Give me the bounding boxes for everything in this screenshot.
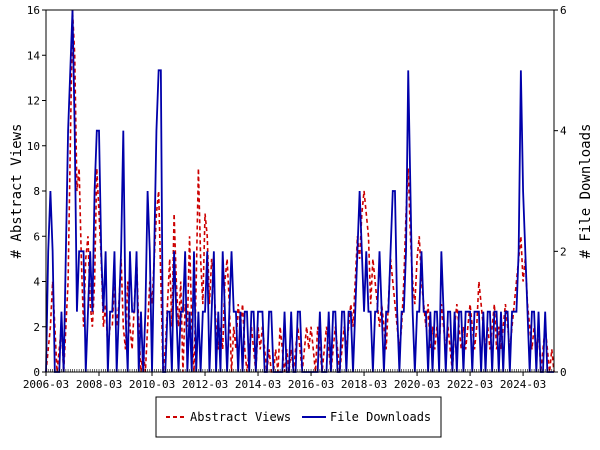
y-tick-label: 0: [33, 366, 40, 379]
series-line-file-downloads: [45, 9, 554, 373]
y2-tick-label: 6: [560, 4, 567, 17]
y2-axis-title: # File Downloads: [578, 124, 594, 259]
y-tick-label: 4: [33, 276, 40, 289]
y-axis-title: # Abstract Views: [9, 124, 25, 259]
x-tick-label: 2024-03: [500, 378, 546, 391]
x-tick-label: 2014-03: [235, 378, 281, 391]
x-tick-label: 2010-03: [129, 378, 175, 391]
y-tick-label: 2: [33, 321, 40, 334]
series-layer: [45, 9, 555, 373]
legend-box: [155, 396, 442, 438]
legend-label-abstract-views: Abstract Views: [190, 410, 291, 424]
x-tick-label: 2022-03: [447, 378, 493, 391]
y2-tick-label: 2: [560, 245, 567, 258]
y2-tick-label: 4: [560, 125, 567, 138]
y-tick-label: 6: [33, 230, 40, 243]
x-tick-label: 2008-03: [76, 378, 122, 391]
legend: Abstract Views File Downloads: [155, 396, 442, 438]
y2-axis-ticks: 0 2 4 6: [554, 4, 567, 379]
x-tick-label: 2018-03: [341, 378, 387, 391]
x-tick-label: 2012-03: [182, 378, 228, 391]
legend-label-file-downloads: File Downloads: [330, 410, 431, 424]
x-tick-label: 2006-03: [23, 378, 69, 391]
y-tick-label: 14: [27, 49, 41, 62]
y-tick-label: 10: [27, 140, 40, 153]
y-tick-label: 12: [27, 95, 40, 108]
y-axis-ticks: 0 2 4 6 8 10 12 14 16: [27, 4, 46, 379]
y-tick-label: 8: [33, 185, 40, 198]
x-tick-label: 2020-03: [394, 378, 440, 391]
y-tick-label: 16: [27, 4, 40, 17]
x-tick-label: 2016-03: [288, 378, 334, 391]
plot-frame: [45, 9, 555, 373]
y2-tick-label: 0: [560, 366, 567, 379]
